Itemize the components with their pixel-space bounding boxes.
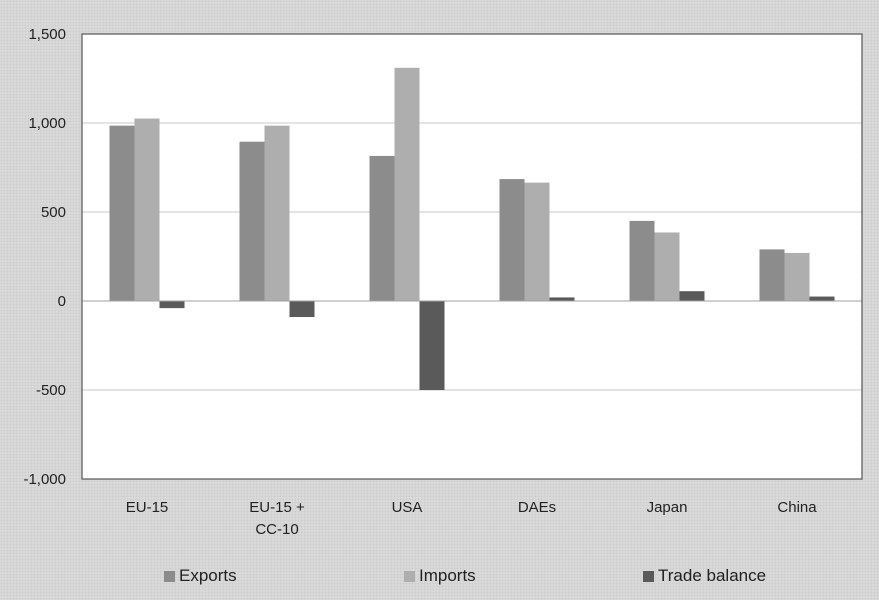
legend-label-exports: Exports: [179, 566, 237, 585]
plot-area: [82, 34, 862, 479]
y-tick-label: -1,000: [23, 471, 66, 488]
bar-exports: [109, 125, 135, 301]
bar-trade-balance: [549, 297, 575, 301]
bar-trade-balance: [419, 301, 445, 390]
bar-trade-balance: [159, 301, 185, 309]
x-tick-label: EU-15: [126, 499, 169, 516]
legend-swatch-imports: [404, 570, 415, 582]
y-tick-label: 0: [58, 293, 66, 310]
bar-imports: [784, 252, 810, 301]
bar-exports: [629, 220, 655, 301]
legend-swatch-exports: [164, 570, 175, 582]
plot-frame: [81, 33, 863, 480]
y-tick-label: 1,000: [28, 115, 66, 132]
legend-item-imports: Imports: [404, 566, 476, 586]
y-tick-label: 500: [41, 204, 66, 221]
y-tick-label: 1,500: [28, 26, 66, 43]
bar-exports: [239, 141, 265, 301]
bar-exports: [759, 249, 785, 301]
legend-item-exports: Exports: [164, 566, 237, 586]
y-tick-label: -500: [36, 382, 66, 399]
bar-trade-balance: [809, 296, 835, 301]
legend-swatch-trade-balance: [643, 570, 654, 582]
x-tick-label: EU-15 + CC-10: [249, 499, 305, 538]
bar-imports: [264, 125, 290, 301]
bar-exports: [369, 155, 395, 301]
bar-trade-balance: [679, 291, 705, 301]
bar-imports: [524, 182, 550, 301]
x-tick-label: Japan: [647, 499, 688, 516]
chart-legend: Exports Imports Trade balance: [0, 566, 879, 590]
x-tick-label: USA: [392, 499, 423, 516]
x-tick-label: China: [777, 499, 817, 516]
legend-label-imports: Imports: [419, 566, 476, 585]
bar-exports: [499, 179, 525, 301]
x-tick-label: DAEs: [518, 499, 556, 516]
bar-imports: [654, 232, 680, 301]
legend-label-trade-balance: Trade balance: [658, 566, 767, 585]
bar-trade-balance: [289, 301, 315, 318]
bar-imports: [394, 67, 420, 301]
bar-imports: [134, 118, 160, 301]
legend-item-trade-balance: Trade balance: [643, 566, 766, 586]
